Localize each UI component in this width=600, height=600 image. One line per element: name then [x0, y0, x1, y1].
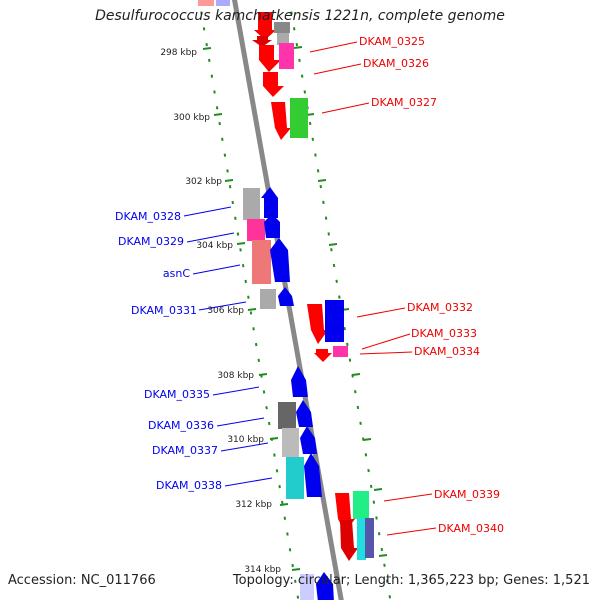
gene-DKAM_0333[interactable]	[314, 349, 332, 362]
label-DKAM_0337[interactable]: DKAM_0337	[152, 444, 218, 457]
gene-DKAM_0332[interactable]	[307, 304, 328, 344]
tick-label-298: 298 kbp	[160, 48, 197, 58]
gene-DKAM_0337[interactable]	[282, 428, 299, 457]
topology-summary-text: Topology: circular; Length: 1,365,223 bp…	[232, 573, 590, 588]
tick-label-306: 306 kbp	[207, 306, 244, 316]
label-DKAM_0329[interactable]: DKAM_0329	[118, 235, 184, 248]
label-DKAM_0326[interactable]: DKAM_0326	[363, 57, 429, 70]
label-DKAM_0335[interactable]: DKAM_0335	[144, 388, 210, 401]
label-DKAM_0333[interactable]: DKAM_0333	[411, 327, 477, 340]
label-asnC[interactable]: asnC	[163, 267, 190, 280]
gene-DKAM_0325[interactable]	[259, 45, 281, 72]
label-DKAM_0325[interactable]: DKAM_0325	[359, 35, 425, 48]
gene-DKAM_0328[interactable]	[243, 188, 260, 220]
gene-DKAM_0336[interactable]	[278, 402, 296, 429]
label-DKAM_0338[interactable]: DKAM_0338	[156, 479, 222, 492]
gene-asnC[interactable]	[252, 240, 271, 284]
label-DKAM_0336[interactable]: DKAM_0336	[148, 419, 214, 432]
label-DKAM_0331[interactable]: DKAM_0331	[131, 304, 197, 317]
tick-label-312: 312 kbp	[235, 500, 272, 510]
gene-DKAM_0334[interactable]	[333, 346, 348, 357]
tick-label-304: 304 kbp	[196, 241, 233, 251]
gene-DKAM_0331[interactable]	[260, 289, 276, 309]
tick-label-310: 310 kbp	[227, 435, 264, 445]
gene-DKAM_0340[interactable]	[353, 491, 369, 519]
map-title: Desulfurococcus kamchatkensis 1221n, com…	[95, 8, 505, 24]
label-DKAM_0328[interactable]: DKAM_0328	[115, 210, 181, 223]
label-DKAM_0339[interactable]: DKAM_0339	[434, 488, 500, 501]
gene-DKAM_0327[interactable]	[271, 102, 291, 140]
forward-strand-genes[interactable]	[243, 187, 334, 600]
gene-DKAM_0326[interactable]	[279, 43, 294, 69]
label-DKAM_0334[interactable]: DKAM_0334	[414, 345, 480, 358]
label-DKAM_0332[interactable]: DKAM_0332	[407, 301, 473, 314]
tick-label-300: 300 kbp	[173, 113, 210, 123]
tick-label-302: 302 kbp	[185, 177, 222, 187]
tick-label-314: 314 kbp	[244, 565, 281, 575]
gene-features-top	[198, 0, 290, 47]
tick-label-308: 308 kbp	[217, 371, 254, 381]
reverse-strand-genes[interactable]	[259, 43, 374, 561]
gene-DKAM_0335[interactable]	[291, 366, 308, 397]
label-DKAM_0340[interactable]: DKAM_0340	[438, 522, 504, 535]
label-DKAM_0327[interactable]: DKAM_0327	[371, 96, 437, 109]
gene-DKAM_0329[interactable]	[247, 219, 265, 241]
accession-text: Accession: NC_011766	[8, 573, 156, 588]
gene-DKAM_0338[interactable]	[286, 457, 304, 499]
